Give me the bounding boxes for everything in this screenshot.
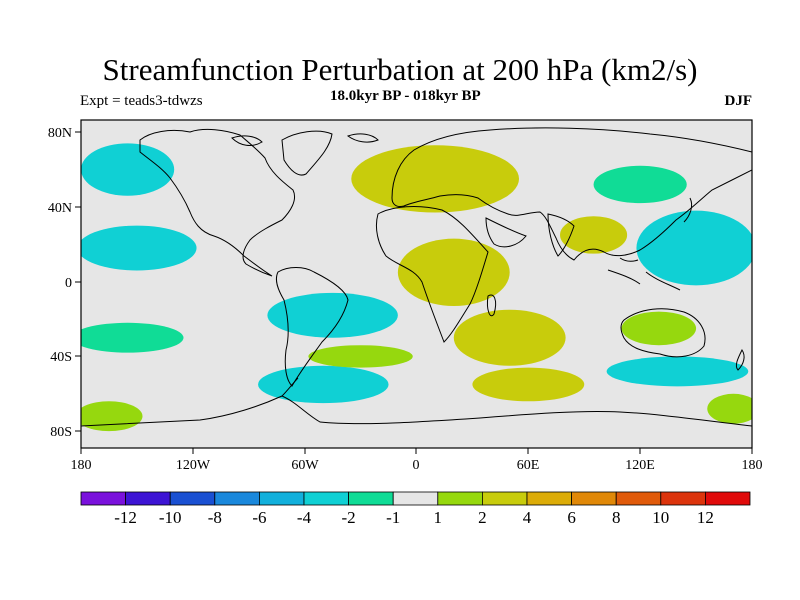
lat-label-0: 0: [65, 276, 72, 291]
colorbar-label: 6: [567, 508, 576, 527]
lat-label-40n: 40N: [48, 201, 72, 216]
contour-region-south-atlantic-high: [472, 367, 585, 402]
coast-madagascar: [487, 294, 497, 317]
contour-region-africa-high: [397, 238, 510, 306]
colorbar-label: 1: [434, 508, 443, 527]
lon-tick-60e: 60E: [517, 448, 540, 473]
coast-antarctica: [81, 395, 752, 427]
colorbar-label: -10: [159, 508, 182, 527]
coast-japan: [683, 197, 693, 223]
map-area: [81, 120, 752, 448]
colorbar-label: 8: [612, 508, 621, 527]
coast-north-america: [139, 128, 296, 277]
lon-label-60e: 60E: [517, 458, 540, 473]
experiment-label: Expt = teads3-tdwzs: [80, 93, 203, 109]
colorbar-label: 4: [523, 508, 532, 527]
colorbar-swatch: [660, 491, 706, 506]
colorbar-swatch: [705, 491, 751, 506]
lon-tick-180e: 180: [742, 448, 763, 473]
lon-tick-120w: 120W: [176, 448, 211, 473]
lon-label-180e: 180: [742, 458, 763, 473]
colorbar-swatch: [571, 491, 617, 506]
contour-region-south-america-south-high: [308, 345, 413, 368]
coast-maritime: [607, 257, 681, 291]
contour-region-southern-ocean-low: [606, 356, 749, 387]
lon-tick-60w: 60W: [291, 448, 319, 473]
contour-region-south-pacific-low: [81, 322, 184, 353]
lon-label-120e: 120E: [625, 458, 655, 473]
lat-tick-40s: 40S: [50, 350, 81, 365]
chart-title: Streamfunction Perturbation at 200 hPa (…: [102, 52, 698, 87]
coastlines: [81, 127, 752, 427]
coast-india: [547, 213, 575, 257]
coast-south-america: [275, 267, 349, 387]
colorbar-label: 10: [652, 508, 669, 527]
colorbar-swatch: [615, 491, 662, 506]
colorbar-swatch: [481, 491, 528, 506]
colorbar-swatch: [348, 491, 394, 506]
coast-new-zealand: [735, 349, 745, 371]
lon-tick-120e: 120E: [625, 448, 655, 473]
coast-arctic-islands: [231, 133, 379, 146]
contour-region-siberia-low: [593, 165, 687, 204]
contour-region-north-pacific-low: [81, 143, 175, 196]
season-label: DJF: [724, 93, 753, 109]
colorbar-swatch: [437, 491, 483, 506]
coast-antarctic-peninsula: [281, 377, 299, 397]
contour-region-south-america-low: [267, 292, 398, 338]
coast-greenland: [281, 130, 333, 176]
contour-region-central-pacific-low: [81, 225, 197, 271]
colorbar-swatch: [526, 491, 572, 506]
colorbar-swatch: [303, 491, 349, 506]
contour-regions: [81, 143, 752, 432]
lon-tick-0: 0: [413, 448, 420, 473]
lat-tick-40n: 40N: [48, 201, 81, 216]
period-label: 18.0kyr BP - 018kyr BP: [330, 88, 481, 104]
lat-label-80n: 80N: [48, 126, 72, 141]
colorbar-swatch: [258, 491, 305, 506]
colorbar-label: -8: [208, 508, 222, 527]
colorbar-swatch: [80, 491, 126, 506]
contour-region-south-indian-high: [453, 309, 566, 366]
contour-region-antarctic-indian-high: [707, 393, 752, 424]
colorbar-label: -1: [386, 508, 400, 527]
coast-australia: [620, 308, 706, 358]
contour-region-europe-high: [351, 145, 520, 213]
contour-region-south-atlantic-low: [258, 365, 389, 404]
colorbar-label: 12: [697, 508, 714, 527]
colorbar: -12 -10 -8 -6 -4 -2 -1 1 2 4 6 8 10 12: [80, 491, 751, 527]
colorbar-label: -12: [114, 508, 137, 527]
lon-label-60w: 60W: [291, 458, 319, 473]
lat-axis: 80N 40N 0 40S 80S: [48, 126, 81, 440]
colorbar-label: -4: [297, 508, 312, 527]
colorbar-label: -6: [252, 508, 266, 527]
lon-axis: 180 120W 60W 0 60E 120E 180: [71, 448, 763, 473]
coast-arabia: [485, 217, 527, 248]
lat-tick-80s: 80S: [50, 425, 81, 440]
lon-label-180w: 180: [71, 458, 92, 473]
colorbar-swatch: [125, 491, 171, 506]
colorbar-label: -2: [342, 508, 356, 527]
coast-eurasia: [391, 127, 752, 261]
contour-region-tibet-high: [560, 216, 628, 254]
colorbar-swatch: [214, 491, 260, 506]
lat-label-80s: 80S: [50, 425, 72, 440]
lon-label-0: 0: [413, 458, 420, 473]
lat-tick-80n: 80N: [48, 126, 81, 141]
lon-label-120w: 120W: [176, 458, 211, 473]
lat-label-40s: 40S: [50, 350, 72, 365]
coast-africa: [375, 206, 489, 343]
lat-tick-0: 0: [65, 276, 81, 291]
colorbar-swatch: [169, 491, 216, 506]
contour-region-australia-high: [621, 311, 697, 346]
contour-region-west-pacific-low: [636, 210, 752, 286]
lon-tick-180w: 180: [71, 448, 92, 473]
colorbar-label: 2: [478, 508, 487, 527]
colorbar-swatch: [392, 491, 439, 506]
contour-region-antarctic-pacific-high: [81, 401, 143, 432]
